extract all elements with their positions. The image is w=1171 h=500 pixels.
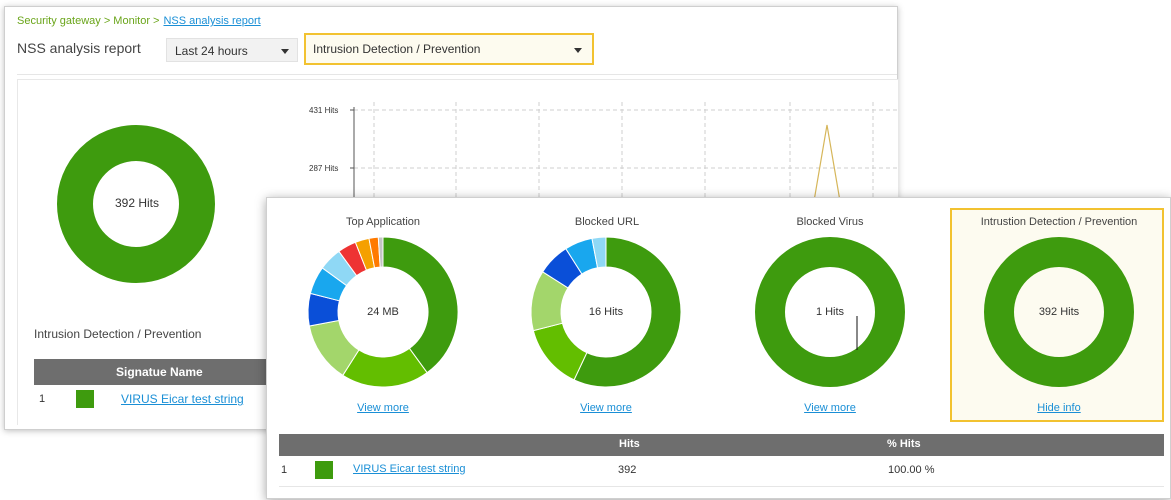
page-title: NSS analysis report — [17, 40, 141, 56]
donut-blocked-virus — [755, 237, 905, 387]
view-more-link[interactable]: View more — [580, 402, 632, 414]
hits-line-series — [812, 124, 842, 208]
summary-cards-panel: Top Application Blocked URL Blocked Viru… — [266, 197, 1171, 499]
y-tick-label: 287 Hits — [309, 164, 339, 173]
card-title: Intrustion Detection / Prevention — [980, 216, 1138, 228]
time-range-value: Last 24 hours — [175, 44, 248, 58]
donut-center-label: 392 Hits — [1038, 306, 1080, 318]
donut-slice — [755, 237, 905, 387]
breadcrumb-path: Security gateway > Monitor > — [17, 15, 160, 27]
row-hits: 392 — [618, 464, 637, 476]
donut-top-application — [307, 236, 459, 388]
chevron-down-icon — [574, 48, 582, 53]
back-donut-ring — [57, 125, 215, 283]
category-select-inner: Intrusion Detection / Prevention — [310, 38, 588, 60]
section-title: Intrusion Detection / Prevention — [34, 327, 202, 341]
row-percent-hits: 100.00 % — [888, 464, 935, 476]
row-divider — [279, 486, 1164, 487]
legend-color-swatch — [76, 390, 94, 408]
donut-blocked-url — [530, 236, 682, 388]
breadcrumb-current-link[interactable]: NSS analysis report — [163, 15, 261, 27]
y-tick-label: 431 Hits — [309, 106, 339, 115]
donut-slice — [591, 236, 607, 269]
card-title: Blocked Virus — [796, 216, 864, 228]
category-select[interactable]: Intrusion Detection / Prevention — [304, 33, 594, 65]
header-divider — [17, 74, 897, 75]
back-donut-label: 392 Hits — [114, 196, 160, 210]
time-range-select[interactable]: Last 24 hours — [166, 38, 298, 62]
card-title: Blocked URL — [574, 216, 640, 228]
hits-table-header: Hits % Hits — [279, 434, 1164, 456]
donut-center-label: 1 Hits — [815, 306, 845, 318]
donut-slice — [573, 236, 682, 388]
column-header-signature: Signatue Name — [116, 365, 203, 379]
signature-table-header: Signatue Name — [34, 359, 279, 385]
donut-slice — [984, 237, 1134, 387]
column-header-hits: Hits — [619, 438, 640, 450]
signature-link[interactable]: VIRUS Eicar test string — [353, 463, 466, 475]
hide-info-link[interactable]: Hide info — [1037, 402, 1081, 414]
view-more-link[interactable]: View more — [804, 402, 856, 414]
donut-center-label: 16 Hits — [588, 306, 624, 318]
breadcrumb: Security gateway > Monitor > NSS analysis… — [17, 15, 261, 27]
donut-slice — [382, 236, 459, 374]
legend-color-swatch — [315, 461, 333, 479]
category-value: Intrusion Detection / Prevention — [313, 42, 481, 56]
signature-link[interactable]: VIRUS Eicar test string — [121, 392, 244, 406]
back-charts — [57, 102, 897, 283]
row-index: 1 — [39, 393, 46, 405]
row-index: 1 — [281, 464, 288, 476]
card-title: Top Application — [346, 216, 420, 228]
donut-slice — [377, 236, 384, 268]
column-header-percent-hits: % Hits — [887, 438, 921, 450]
donut-center-label: 24 MB — [367, 306, 399, 318]
view-more-link[interactable]: View more — [357, 402, 409, 414]
summary-donuts — [307, 236, 1134, 388]
hits-line-chart — [350, 102, 897, 208]
chevron-down-icon — [281, 49, 289, 54]
donut-intrusion-detection — [984, 237, 1134, 387]
